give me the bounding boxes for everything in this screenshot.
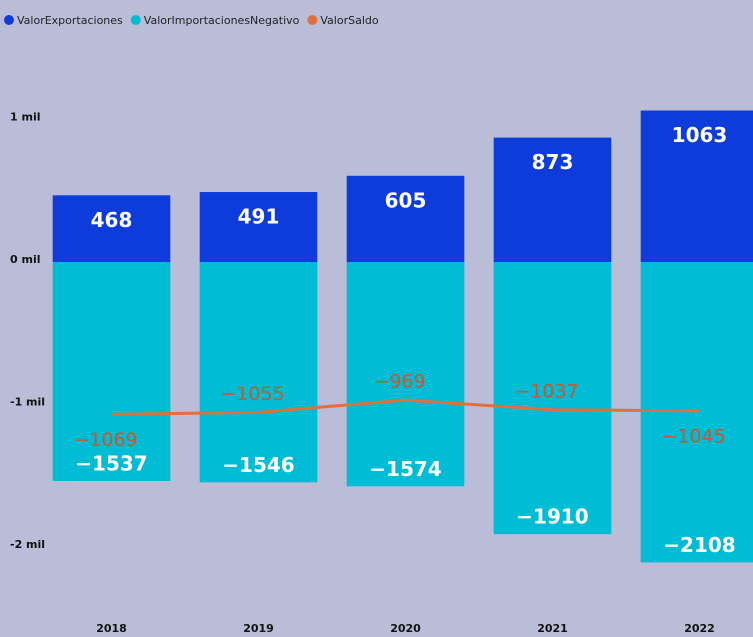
legend-marker (130, 15, 141, 25)
legend-label: ValorSaldo (320, 14, 378, 27)
legend-marker (4, 15, 14, 25)
legend-marker (307, 15, 318, 25)
bar (199, 192, 318, 262)
data-label: −1037 (514, 380, 578, 402)
bar (199, 262, 318, 483)
data-label: −1910 (516, 505, 588, 529)
bar (493, 262, 612, 535)
bar (52, 195, 171, 262)
data-label: −2108 (663, 533, 735, 557)
data-label: 605 (385, 188, 427, 212)
data-label: −1055 (220, 383, 284, 405)
line (111, 398, 700, 416)
data-label: 491 (238, 205, 280, 229)
data-label: 1063 (672, 123, 728, 147)
bar (52, 262, 171, 482)
legend-label: ValorExportaciones (17, 14, 123, 27)
legend-label: ValorImportacionesNegativo (144, 14, 300, 27)
y-tick-label: 1 mil (10, 111, 41, 124)
data-label: −1546 (222, 453, 294, 477)
x-tick-label: 2018 (96, 622, 127, 635)
bar (346, 262, 465, 487)
data-label: −1045 (661, 425, 725, 447)
y-tick-label: 0 mil (10, 253, 41, 266)
data-label: −1574 (369, 457, 441, 481)
x-tick-label: 2020 (390, 622, 421, 635)
data-label: 468 (91, 208, 133, 232)
bar (493, 137, 612, 262)
data-label: −1069 (73, 429, 137, 451)
y-tick-label: -2 mil (10, 538, 45, 551)
x-tick-label: 2022 (684, 622, 715, 635)
bar (346, 175, 465, 262)
y-tick-label: -1 mil (10, 396, 45, 409)
x-tick-label: 2019 (243, 622, 274, 635)
x-tick-label: 2021 (537, 622, 568, 635)
data-label: −969 (373, 371, 425, 393)
data-label: −1537 (75, 452, 147, 476)
bar (640, 110, 753, 263)
data-label: 873 (532, 150, 574, 174)
